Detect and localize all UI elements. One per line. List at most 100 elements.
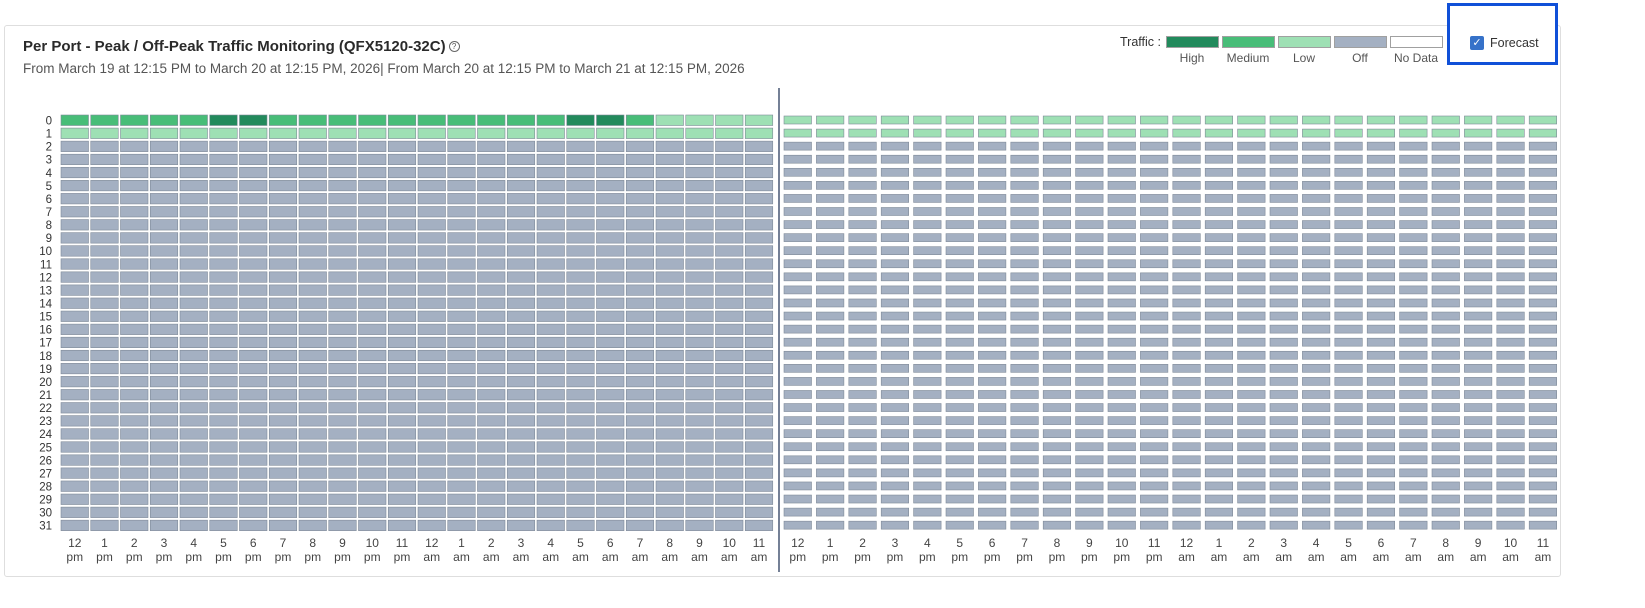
forecast-cell-r17-c23 [1528,337,1557,347]
forecast-cell-r31-c1 [816,520,845,530]
row-label-10: 10 [39,246,52,258]
forecast-cell-r26-c11 [1140,455,1169,465]
forecast-cell-r15-c18 [1366,311,1395,321]
hist-cell-r22-c7 [268,402,298,414]
forecast-cell-r2-c4 [913,141,942,151]
forecast-cell-r5-c20 [1431,181,1460,190]
forecast-cell-r8-c4 [913,220,942,229]
forecast-cell-r2-c18 [1366,141,1395,151]
hist-cell-r20-c21 [685,376,714,388]
hist-cell-r9-c13 [447,232,476,244]
hist-cell-r30-c1 [90,506,119,518]
forecast-cell-r8-c21 [1464,220,1493,229]
hist-cell-r30-c20 [655,506,684,518]
hist-cell-r9-c19 [625,232,655,244]
hist-cell-r17-c19 [625,336,655,348]
hist-cell-r16-c16 [536,323,565,335]
hist-tick-period-16: am [542,550,559,564]
forecast-cell-r26-c9 [1075,455,1104,465]
forecast-cell-r16-c20 [1431,324,1460,334]
forecast-tick-hour-6: 6 [989,536,996,550]
forecast-cell-r1-c1 [816,128,845,138]
hist-cell-r14-c18 [596,297,625,309]
hist-cell-r24-c15 [506,428,536,440]
hist-cell-r6-c7 [268,193,298,205]
forecast-cell-r13-c11 [1140,285,1169,295]
forecast-cell-r20-c21 [1464,377,1493,386]
hist-cell-r28-c18 [596,480,625,492]
forecast-cell-r2-c3 [880,141,910,151]
forecast-cell-r0-c23 [1528,115,1557,125]
forecast-cell-r12-c15 [1269,272,1298,282]
forecast-cell-r14-c9 [1075,298,1104,308]
forecast-cell-r9-c13 [1204,233,1233,242]
forecast-cell-r2-c12 [1172,141,1201,151]
forecast-cell-r21-c13 [1204,390,1233,399]
forecast-cell-r29-c10 [1107,494,1136,504]
forecast-cell-r1-c22 [1496,128,1525,138]
forecast-cell-r26-c22 [1496,455,1525,465]
hist-cell-r23-c16 [536,415,565,427]
forecast-toggle-highlight: ✓ Forecast [1447,3,1558,65]
hist-cell-r30-c21 [685,506,714,518]
hist-tick-period-23: am [751,550,768,564]
forecast-cell-r28-c2 [848,481,877,491]
hist-cell-r14-c6 [239,297,268,309]
hist-cell-r6-c1 [90,193,119,205]
forecast-cell-r18-c20 [1431,350,1460,360]
forecast-cell-r7-c0 [783,207,812,216]
forecast-tick-period-22: am [1502,550,1519,564]
hist-cell-r15-c1 [90,310,119,322]
forecast-cell-r19-c10 [1107,364,1136,373]
forecast-cell-r4-c11 [1140,167,1169,177]
hist-cell-r25-c22 [715,441,744,453]
hist-cell-r16-c5 [209,323,238,335]
forecast-cell-r19-c8 [1042,364,1071,373]
hist-cell-r10-c21 [685,245,714,257]
hist-cell-r16-c7 [268,323,298,335]
forecast-cell-r0-c21 [1464,115,1493,125]
forecast-cell-r16-c16 [1302,324,1331,334]
forecast-cell-r11-c21 [1464,259,1493,269]
hist-cell-r0-c7 [268,114,298,126]
legend-swatch-no-data [1390,36,1443,48]
hist-cell-r19-c11 [387,363,417,375]
hist-cell-r28-c5 [209,480,238,492]
hist-cell-r27-c6 [239,467,268,479]
hist-cell-r23-c20 [655,415,684,427]
hist-cell-r27-c15 [506,467,536,479]
hist-cell-r16-c18 [596,323,625,335]
forecast-label[interactable]: Forecast [1490,36,1539,50]
forecast-cell-r2-c2 [848,141,877,151]
forecast-cell-r5-c8 [1042,181,1071,190]
forecast-cell-r7-c7 [1010,207,1039,216]
forecast-cell-r13-c21 [1464,285,1493,295]
hist-cell-r2-c17 [566,140,595,152]
hist-cell-r6-c11 [387,193,417,205]
hist-cell-r22-c13 [447,402,476,414]
forecast-cell-r30-c17 [1334,507,1363,517]
forecast-cell-r2-c13 [1204,141,1233,151]
hist-cell-r1-c15 [506,127,536,139]
hist-tick-period-13: am [453,550,470,564]
help-icon[interactable]: ? [448,41,460,52]
hist-cell-r25-c15 [506,441,536,453]
hist-cell-r21-c12 [417,389,446,401]
hist-cell-r22-c17 [566,402,595,414]
forecast-cell-r1-c11 [1140,128,1169,138]
hist-cell-r25-c12 [417,441,446,453]
hist-cell-r12-c1 [90,271,119,283]
forecast-cell-r17-c20 [1431,337,1460,347]
hist-cell-r26-c19 [625,454,655,466]
forecast-cell-r8-c2 [848,220,877,229]
hist-cell-r27-c9 [328,467,357,479]
forecast-cell-r7-c17 [1334,207,1363,216]
forecast-checkbox[interactable]: ✓ [1470,36,1484,50]
forecast-cell-r29-c7 [1010,494,1039,504]
hist-cell-r29-c17 [566,493,595,505]
page-title-text: Per Port - Peak / Off-Peak Traffic Monit… [23,38,446,55]
forecast-cell-r13-c8 [1042,285,1071,295]
hist-cell-r14-c15 [506,297,536,309]
forecast-cell-r24-c15 [1269,429,1298,438]
